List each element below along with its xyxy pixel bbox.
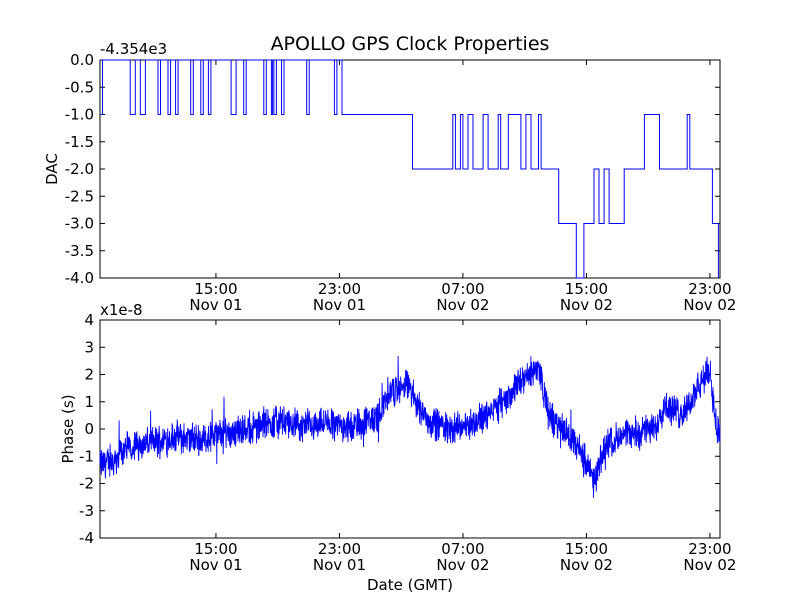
phase-x-tick-label-date: Nov 02 (560, 556, 613, 574)
dac-y-axis-label: DAC (43, 153, 61, 185)
dac-offset-label: -4.354e3 (100, 40, 167, 58)
phase-x-tick-label-time: 15:00 (565, 540, 608, 558)
dac-x-tick-label-time: 15:00 (565, 280, 608, 298)
phase-offset-label: x1e-8 (100, 301, 143, 319)
dac-x-tick-label-date: Nov 02 (436, 296, 489, 314)
phase-x-tick-label-date: Nov 01 (313, 556, 366, 574)
phase-x-tick-label-date: Nov 02 (683, 556, 736, 574)
dac-y-ticks: 0.0 -0.5 -1.0 -1.5 -2.0 -2.5 -3.0 -3.5 -4.0 (65, 51, 720, 287)
phase-x-tick-label-time: 23:00 (688, 540, 731, 558)
dac-series-line (100, 59, 719, 279)
phase-y-tick-label: -1 (79, 447, 94, 465)
dac-x-tick-label-time: 23:00 (318, 280, 361, 298)
dac-y-tick-label: -4.0 (65, 269, 94, 287)
phase-y-tick-label: -3 (79, 502, 94, 520)
phase-x-tick-label-date: Nov 02 (436, 556, 489, 574)
dac-y-tick-label: -1.5 (65, 133, 94, 151)
dac-x-tick-label-date: Nov 01 (313, 296, 366, 314)
phase-x-tick-label-time: 23:00 (318, 540, 361, 558)
phase-y-tick-label: 0 (84, 420, 94, 438)
dac-x-tick-label-date: Nov 02 (683, 296, 736, 314)
dac-x-tick-label-date: Nov 02 (560, 296, 613, 314)
dac-panel: -4.354e3 DAC 0.0 -0.5 -1.0 -1.5 -2.0 -2.5 -3.0… (43, 40, 736, 314)
chart-title: APOLLO GPS Clock Properties (271, 33, 550, 55)
phase-y-tick-label: 1 (84, 393, 94, 411)
phase-panel: x1e-8 Phase (s) Date (GMT) 4 3 2 1 0 -1 -2 -3 -4… (59, 301, 736, 594)
dac-x-tick-label-time: 23:00 (688, 280, 731, 298)
phase-y-ticks: 4 3 2 1 0 -1 -2 -3 -4 (79, 311, 720, 547)
phase-y-tick-label: 2 (84, 366, 94, 384)
dac-y-tick-label: -2.5 (65, 187, 94, 205)
dac-y-tick-label: -2.0 (65, 160, 94, 178)
dac-y-tick-label: -3.0 (65, 215, 94, 233)
dac-x-tick-label-time: 07:00 (441, 280, 484, 298)
dac-x-tick-label-time: 15:00 (194, 280, 237, 298)
phase-y-axis-label: Phase (s) (59, 394, 77, 463)
dac-y-tick-label: -0.5 (65, 78, 94, 96)
phase-x-tick-label-time: 15:00 (194, 540, 237, 558)
phase-y-tick-label: -4 (79, 529, 94, 547)
phase-y-tick-label: -2 (79, 475, 94, 493)
phase-x-axis-label: Date (GMT) (367, 576, 453, 594)
dac-y-tick-label: -3.5 (65, 242, 94, 260)
phase-x-tick-label-time: 07:00 (441, 540, 484, 558)
phase-y-tick-label: 3 (84, 338, 94, 356)
phase-y-tick-label: 4 (84, 311, 94, 329)
dac-y-tick-label: -1.0 (65, 106, 94, 124)
dac-x-tick-label-date: Nov 01 (189, 296, 242, 314)
phase-series-line (99, 355, 721, 498)
dac-y-tick-label: 0.0 (70, 51, 94, 69)
phase-x-tick-label-date: Nov 01 (189, 556, 242, 574)
